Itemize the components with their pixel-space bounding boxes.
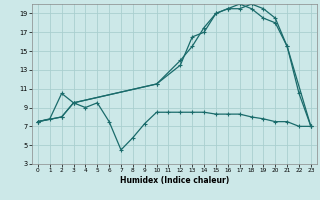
X-axis label: Humidex (Indice chaleur): Humidex (Indice chaleur): [120, 176, 229, 185]
